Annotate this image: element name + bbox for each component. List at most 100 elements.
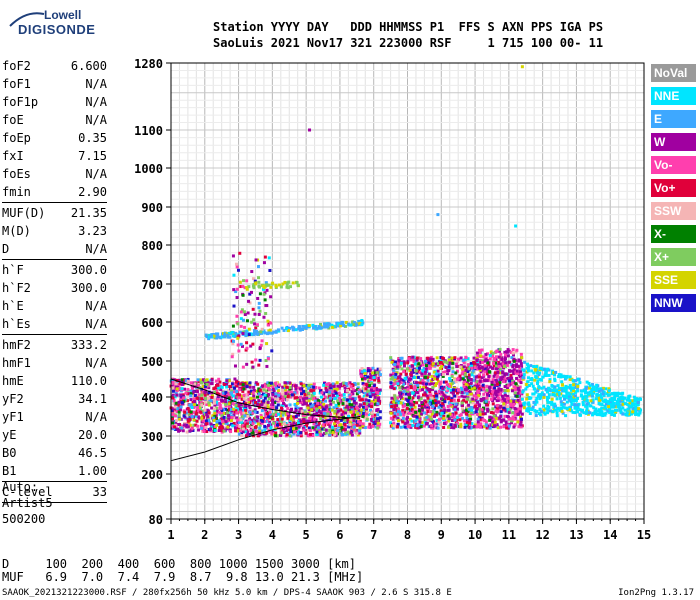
- echo-point: [461, 416, 465, 420]
- echo-point: [569, 397, 573, 401]
- echo-point: [515, 384, 519, 388]
- param-name: hmE: [2, 374, 24, 388]
- echo-point: [470, 408, 474, 412]
- echo-point: [186, 417, 190, 421]
- echo-point: [221, 420, 225, 424]
- echo-point: [274, 386, 278, 390]
- echo-point: [399, 401, 403, 405]
- echo-point: [585, 407, 589, 411]
- echo-point: [448, 378, 452, 382]
- echo-point: [273, 394, 277, 398]
- echo-point: [174, 387, 178, 391]
- echo-point: [402, 390, 406, 394]
- header-line-1: Station YYYY DAY DDD HHMMSS P1 FFS S AXN…: [213, 20, 604, 34]
- echo-point: [392, 369, 396, 373]
- param-name: foEp: [2, 131, 31, 145]
- echo-point: [358, 424, 362, 428]
- echo-point: [332, 422, 336, 426]
- echo-point: [230, 330, 234, 334]
- echo-point: [234, 290, 238, 294]
- echo-point: [337, 429, 341, 433]
- echo-point: [203, 381, 207, 385]
- echo-point: [331, 382, 335, 386]
- echo-point: [319, 389, 323, 393]
- echo-point: [476, 422, 480, 426]
- echo-point: [483, 363, 487, 367]
- echo-point: [240, 434, 244, 438]
- echo-point: [512, 370, 516, 374]
- echo-point: [503, 389, 507, 393]
- echo-point: [395, 408, 399, 412]
- echo-point: [228, 384, 232, 388]
- echo-point: [485, 379, 489, 383]
- echo-point: [592, 385, 596, 389]
- echo-point: [194, 412, 198, 416]
- echo-point: [281, 388, 285, 392]
- echo-point: [229, 391, 233, 395]
- echo-point: [420, 374, 424, 378]
- echo-point: [398, 364, 402, 368]
- echo-point: [265, 332, 269, 336]
- echo-point: [488, 357, 492, 361]
- echo-point: [512, 402, 516, 406]
- echo-point: [215, 420, 219, 424]
- echo-point: [467, 386, 471, 390]
- echo-point: [512, 359, 516, 363]
- echo-point: [626, 407, 630, 411]
- echo-point: [591, 383, 595, 387]
- echo-point: [423, 359, 427, 363]
- echo-point: [613, 408, 617, 412]
- echo-point: [368, 408, 372, 412]
- echo-point: [404, 372, 408, 376]
- echo-point: [584, 386, 588, 390]
- echo-point: [216, 397, 220, 401]
- echo-point: [449, 388, 453, 392]
- echo-point: [193, 382, 197, 386]
- echo-point: [207, 411, 211, 415]
- echo-point: [390, 376, 394, 380]
- echo-point: [289, 395, 293, 399]
- echo-point: [244, 428, 248, 432]
- echo-point: [514, 410, 518, 414]
- echo-point: [187, 421, 191, 425]
- echo-point: [220, 398, 224, 402]
- echo-point: [587, 402, 591, 406]
- echo-point: [355, 392, 359, 396]
- echo-point: [394, 399, 398, 403]
- echo-point: [527, 401, 531, 405]
- echo-point: [495, 379, 499, 383]
- echo-point: [430, 396, 434, 400]
- echo-point: [455, 365, 459, 369]
- echo-point: [486, 409, 490, 413]
- echo-point: [294, 414, 298, 418]
- echo-point: [517, 388, 521, 392]
- echo-point: [220, 426, 224, 430]
- echo-point: [227, 399, 231, 403]
- echo-point: [294, 328, 298, 332]
- echo-point: [600, 406, 604, 410]
- echo-point: [444, 387, 448, 391]
- echo-point: [226, 334, 230, 338]
- echo-point: [486, 352, 490, 356]
- echo-point: [428, 366, 432, 370]
- echo-point: [638, 397, 642, 401]
- echo-point: [172, 401, 176, 405]
- echo-point: [554, 370, 558, 374]
- echo-point: [389, 356, 393, 360]
- echo-point: [189, 391, 193, 395]
- echo-point: [374, 420, 378, 424]
- echo-point: [313, 402, 317, 406]
- echo-point: [410, 412, 414, 416]
- echo-point: [514, 350, 518, 354]
- echo-point: [503, 350, 507, 354]
- echo-point: [507, 360, 511, 364]
- echo-point: [267, 331, 271, 335]
- echo-point: [484, 367, 488, 371]
- echo-point: [458, 378, 462, 382]
- echo-point: [415, 371, 419, 375]
- echo-point: [343, 390, 347, 394]
- echo-point: [469, 362, 473, 366]
- echo-point: [543, 374, 547, 378]
- echo-point: [222, 415, 226, 419]
- echo-point: [522, 373, 526, 377]
